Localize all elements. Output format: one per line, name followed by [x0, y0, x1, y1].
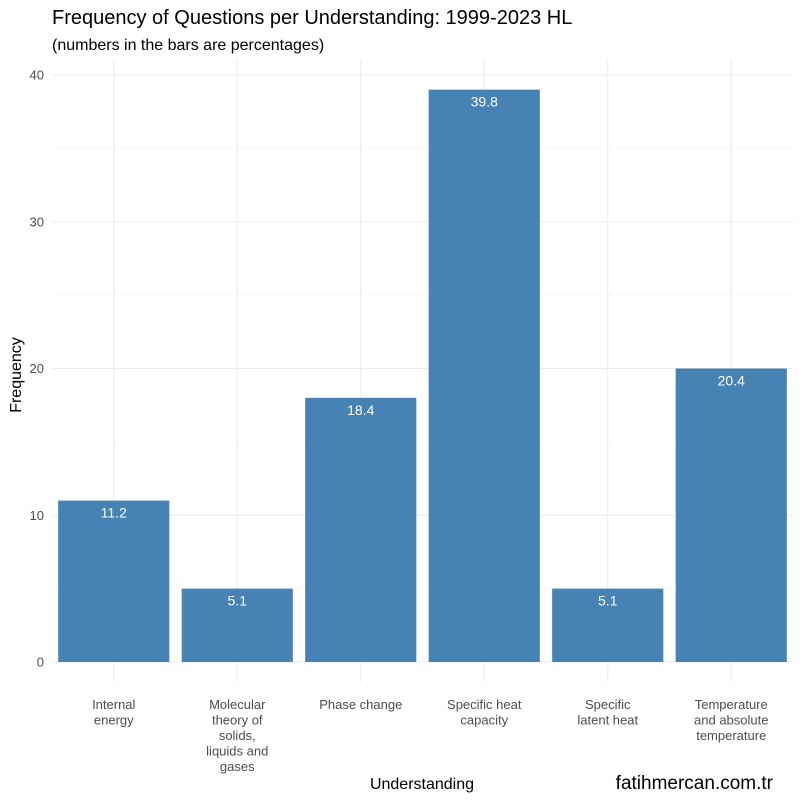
- x-tick-label: capacity: [460, 713, 508, 728]
- bar: [428, 89, 540, 663]
- y-tick-label: 30: [30, 214, 44, 229]
- x-tick-label: Specific heat: [447, 697, 522, 712]
- bar: [181, 588, 293, 662]
- bars: [58, 89, 787, 663]
- bar: [58, 500, 170, 662]
- bar-labels: 11.2 5.1 18.4 39.8 5.1 20.4: [101, 94, 745, 609]
- x-tick-label: Internal: [92, 697, 135, 712]
- bar-value-label: 18.4: [347, 402, 374, 418]
- x-tick-label: temperature: [696, 728, 766, 743]
- bar: [675, 368, 787, 662]
- y-tick-label: 10: [30, 508, 44, 523]
- x-tick-label: Molecular: [209, 697, 266, 712]
- x-axis-title: Understanding: [370, 776, 474, 793]
- x-tick-label: gases: [220, 759, 255, 774]
- y-axis-ticks: 0 10 20 30 40: [30, 68, 44, 670]
- x-tick-label: Temperature: [695, 697, 768, 712]
- bar-value-label: 5.1: [228, 593, 248, 609]
- x-tick-label: liquids and: [206, 744, 268, 759]
- bar-value-label: 11.2: [101, 505, 127, 521]
- chart-subtitle: (numbers in the bars are percentages): [52, 37, 324, 54]
- y-tick-label: 0: [37, 655, 44, 670]
- x-tick-label: energy: [94, 713, 134, 728]
- x-tick-label: Specific: [585, 697, 631, 712]
- chart-title: Frequency of Questions per Understanding…: [52, 7, 572, 29]
- bar-value-label: 20.4: [718, 373, 745, 389]
- bar-value-label: 5.1: [598, 593, 618, 609]
- y-tick-label: 20: [30, 361, 44, 376]
- x-tick-label: latent heat: [577, 713, 638, 728]
- bar-value-label: 39.8: [471, 94, 498, 110]
- x-tick-label: Phase change: [319, 697, 402, 712]
- bar: [552, 588, 664, 662]
- x-tick-label: solids,: [219, 728, 256, 743]
- x-tick-label: and absolute: [694, 713, 768, 728]
- y-axis-title: Frequency: [8, 337, 25, 413]
- y-tick-label: 40: [30, 68, 44, 83]
- caption: fatihmercan.com.tr: [616, 773, 774, 794]
- x-tick-label: theory of: [212, 713, 263, 728]
- bar: [305, 397, 417, 662]
